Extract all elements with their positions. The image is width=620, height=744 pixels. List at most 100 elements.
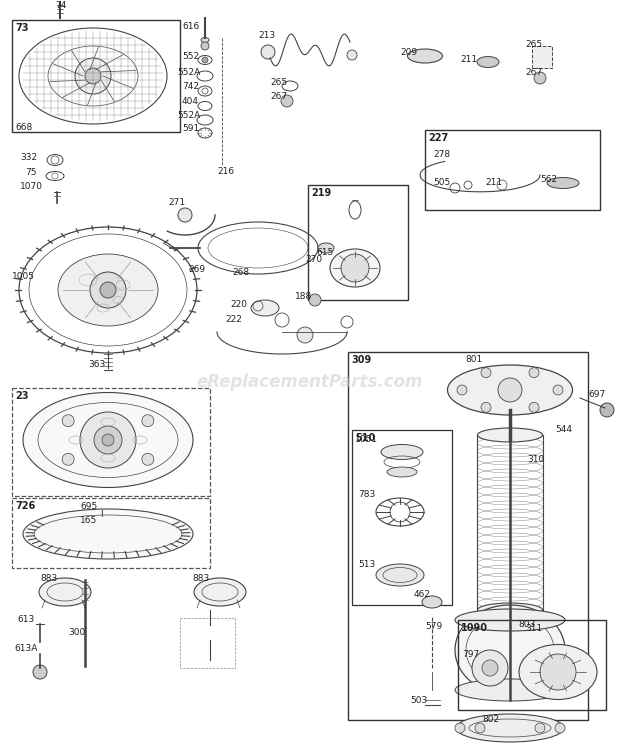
Text: 268: 268 — [232, 268, 249, 277]
Text: 310: 310 — [527, 455, 544, 464]
Ellipse shape — [519, 644, 597, 699]
Text: 552A: 552A — [177, 68, 200, 77]
Circle shape — [347, 50, 357, 60]
Bar — [425, 130, 600, 210]
Text: 220: 220 — [230, 300, 247, 309]
Ellipse shape — [58, 254, 158, 326]
Bar — [308, 185, 408, 300]
Circle shape — [481, 368, 491, 378]
Text: 23: 23 — [15, 391, 29, 401]
Text: 783: 783 — [358, 490, 375, 499]
Ellipse shape — [455, 605, 565, 695]
Circle shape — [281, 95, 293, 107]
Circle shape — [62, 453, 74, 465]
Ellipse shape — [39, 578, 91, 606]
Ellipse shape — [23, 509, 193, 559]
Text: I: I — [100, 510, 103, 519]
Text: 216: 216 — [217, 167, 234, 176]
Text: 219: 219 — [311, 188, 331, 198]
Circle shape — [475, 723, 485, 733]
Text: 1005: 1005 — [12, 272, 35, 281]
Text: 267: 267 — [270, 92, 287, 101]
Text: 668: 668 — [15, 123, 32, 132]
Ellipse shape — [448, 365, 572, 415]
Circle shape — [472, 650, 508, 686]
Circle shape — [202, 57, 208, 63]
Text: 726: 726 — [15, 501, 35, 511]
Text: 505: 505 — [433, 178, 450, 187]
Bar — [12, 20, 180, 132]
Bar — [532, 46, 552, 68]
Text: 462: 462 — [414, 590, 431, 599]
Text: 797: 797 — [462, 650, 479, 659]
Ellipse shape — [477, 603, 542, 617]
Text: 211: 211 — [485, 178, 502, 187]
Text: 883: 883 — [192, 574, 210, 583]
Text: 616: 616 — [182, 22, 199, 31]
Text: 552A: 552A — [177, 111, 200, 120]
Circle shape — [481, 403, 491, 412]
Text: 513: 513 — [358, 560, 375, 569]
Bar — [352, 430, 452, 605]
Text: 165: 165 — [80, 516, 97, 525]
Ellipse shape — [330, 249, 380, 287]
Bar — [12, 388, 210, 496]
Circle shape — [178, 208, 192, 222]
Circle shape — [33, 665, 47, 679]
Text: 613A: 613A — [14, 644, 37, 653]
Ellipse shape — [201, 37, 209, 42]
Text: 332: 332 — [20, 153, 37, 162]
Circle shape — [297, 327, 313, 343]
Text: 270: 270 — [305, 255, 322, 264]
Text: 801: 801 — [465, 355, 482, 364]
Text: 404: 404 — [182, 97, 199, 106]
Circle shape — [498, 378, 522, 402]
Text: 74: 74 — [55, 1, 66, 10]
Circle shape — [553, 385, 563, 395]
Circle shape — [94, 426, 122, 454]
Text: 613: 613 — [17, 615, 34, 624]
Text: 188: 188 — [295, 292, 312, 301]
Text: 265: 265 — [525, 40, 542, 49]
Text: 1090: 1090 — [461, 623, 488, 633]
Text: 267: 267 — [525, 68, 542, 77]
Text: 697: 697 — [588, 390, 605, 399]
Text: 300: 300 — [68, 628, 86, 637]
Circle shape — [555, 723, 565, 733]
Circle shape — [90, 272, 126, 308]
Text: 309: 309 — [351, 355, 371, 365]
Bar — [180, 618, 235, 668]
Bar — [12, 498, 210, 568]
Text: 269: 269 — [188, 265, 205, 274]
Ellipse shape — [194, 578, 246, 606]
Text: 510: 510 — [355, 433, 375, 443]
Text: 503: 503 — [410, 696, 427, 705]
Bar — [458, 620, 606, 710]
Text: 615: 615 — [316, 248, 334, 257]
Ellipse shape — [407, 49, 443, 63]
Text: 209: 209 — [400, 48, 417, 57]
Circle shape — [482, 660, 498, 676]
Text: 803: 803 — [518, 620, 535, 629]
Circle shape — [75, 58, 111, 94]
Text: 579: 579 — [425, 622, 442, 631]
Ellipse shape — [456, 714, 564, 742]
Text: 75: 75 — [25, 168, 37, 177]
Circle shape — [85, 68, 101, 84]
Text: 552: 552 — [182, 52, 199, 61]
Circle shape — [62, 414, 74, 427]
Ellipse shape — [251, 300, 279, 316]
Text: 591: 591 — [182, 124, 199, 133]
Circle shape — [142, 414, 154, 427]
Text: 742: 742 — [182, 82, 199, 91]
Text: 222: 222 — [225, 315, 242, 324]
Circle shape — [341, 254, 369, 282]
Text: 562: 562 — [540, 175, 557, 184]
Circle shape — [529, 403, 539, 412]
Ellipse shape — [477, 428, 542, 442]
Text: 363: 363 — [88, 360, 105, 369]
Text: 883: 883 — [40, 574, 57, 583]
Ellipse shape — [23, 393, 193, 487]
Ellipse shape — [547, 178, 579, 188]
Text: 311: 311 — [525, 624, 542, 633]
